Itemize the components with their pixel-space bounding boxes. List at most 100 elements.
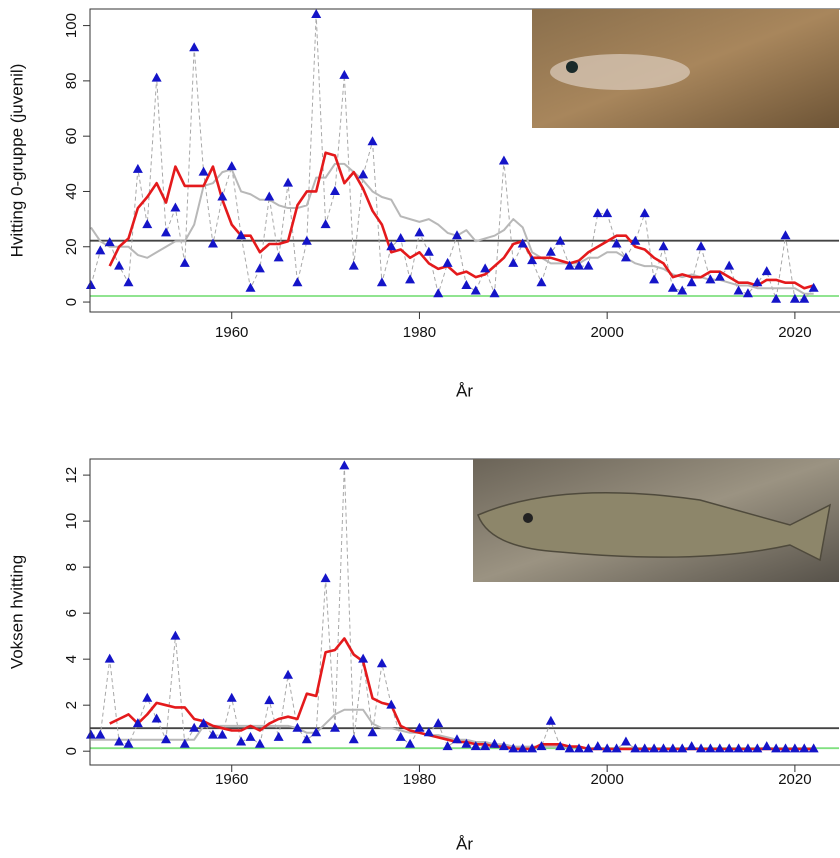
data-point <box>207 729 218 739</box>
data-point <box>705 274 716 284</box>
data-point <box>179 257 190 267</box>
data-point <box>780 743 791 753</box>
y-axis-title: Hvitting 0-gruppe (juvenil) <box>7 64 26 258</box>
data-point <box>480 741 491 751</box>
y-tick-label: 0 <box>63 747 80 755</box>
data-point <box>358 653 369 663</box>
y-tick-label: 2 <box>63 701 80 709</box>
data-point <box>574 743 585 753</box>
data-point <box>339 69 350 79</box>
data-point <box>639 208 650 218</box>
x-tick-label: 2000 <box>590 771 623 788</box>
data-point <box>273 731 284 741</box>
plot-frame <box>89 458 840 766</box>
data-point <box>395 232 406 242</box>
data-point <box>667 282 678 292</box>
data-point <box>142 692 153 702</box>
data-point <box>517 743 528 753</box>
data-point <box>376 277 387 287</box>
data-point <box>799 293 810 303</box>
y-tick-label: 100 <box>63 13 80 38</box>
data-point <box>742 743 753 753</box>
data-point <box>489 738 500 748</box>
data-point <box>367 136 378 146</box>
data-point <box>395 731 406 741</box>
data-point <box>245 282 256 292</box>
data-point <box>292 277 303 287</box>
data-point <box>752 743 763 753</box>
data-point <box>508 257 519 267</box>
data-point <box>123 277 134 287</box>
data-point <box>761 266 772 276</box>
data-point <box>480 263 491 273</box>
data-point <box>498 741 509 751</box>
x-tick-label: 1980 <box>403 771 436 788</box>
data-point <box>189 722 200 732</box>
data-point <box>592 208 603 218</box>
data-point <box>236 736 247 746</box>
data-point <box>301 235 312 245</box>
y-tick-label: 20 <box>63 238 80 255</box>
data-point <box>498 155 509 165</box>
data-point <box>151 72 162 82</box>
data-point <box>470 285 481 295</box>
panel-adult: 0 2 4 6 8 10 12 1960 1980 2000 2020 År Voksen hvitti… <box>7 458 840 853</box>
x-axis-title: År <box>456 834 473 853</box>
data-point <box>339 460 350 470</box>
data-point <box>742 288 753 298</box>
data-point <box>217 729 228 739</box>
data-point <box>236 230 247 240</box>
data-point <box>686 277 697 287</box>
data-point <box>761 741 772 751</box>
data-point <box>555 235 566 245</box>
data-point <box>686 741 697 751</box>
data-point <box>226 161 237 171</box>
x-tick-label: 2020 <box>778 324 811 341</box>
photo-adult <box>473 459 839 582</box>
data-point <box>620 736 631 746</box>
data-point <box>808 282 819 292</box>
data-point <box>489 288 500 298</box>
data-point <box>527 255 538 265</box>
data-point <box>733 743 744 753</box>
data-point <box>451 230 462 240</box>
data-point <box>423 246 434 256</box>
data-point <box>771 743 782 753</box>
data-point <box>724 260 735 270</box>
data-point <box>254 738 265 748</box>
data-point <box>799 743 810 753</box>
series-line <box>109 637 814 751</box>
data-point <box>376 658 387 668</box>
data-point <box>198 166 209 176</box>
y-tick-label: 60 <box>63 128 80 145</box>
x-tick-label: 1980 <box>403 324 436 341</box>
data-point <box>311 727 322 737</box>
data-point <box>95 245 106 255</box>
data-point <box>283 177 294 187</box>
x-axis-title: År <box>456 381 473 400</box>
data-point <box>273 252 284 262</box>
data-point <box>142 219 153 229</box>
data-point <box>170 630 181 640</box>
x-tick-label: 1960 <box>215 324 248 341</box>
data-point <box>470 741 481 751</box>
data-point <box>611 238 622 248</box>
y-tick-label: 8 <box>63 563 80 571</box>
data-point <box>649 274 660 284</box>
data-point <box>508 743 519 753</box>
data-point <box>442 257 453 267</box>
data-point <box>386 241 397 251</box>
data-point <box>85 279 96 289</box>
data-point <box>658 743 669 753</box>
data-point <box>114 260 125 270</box>
data-point <box>714 271 725 281</box>
data-point <box>189 42 200 52</box>
data-point <box>132 163 143 173</box>
data-point <box>292 722 303 732</box>
data-point <box>414 227 425 237</box>
data-point <box>564 743 575 753</box>
data-point <box>179 738 190 748</box>
data-point <box>630 743 641 753</box>
data-point <box>320 573 331 583</box>
x-tick-label: 1960 <box>215 771 248 788</box>
